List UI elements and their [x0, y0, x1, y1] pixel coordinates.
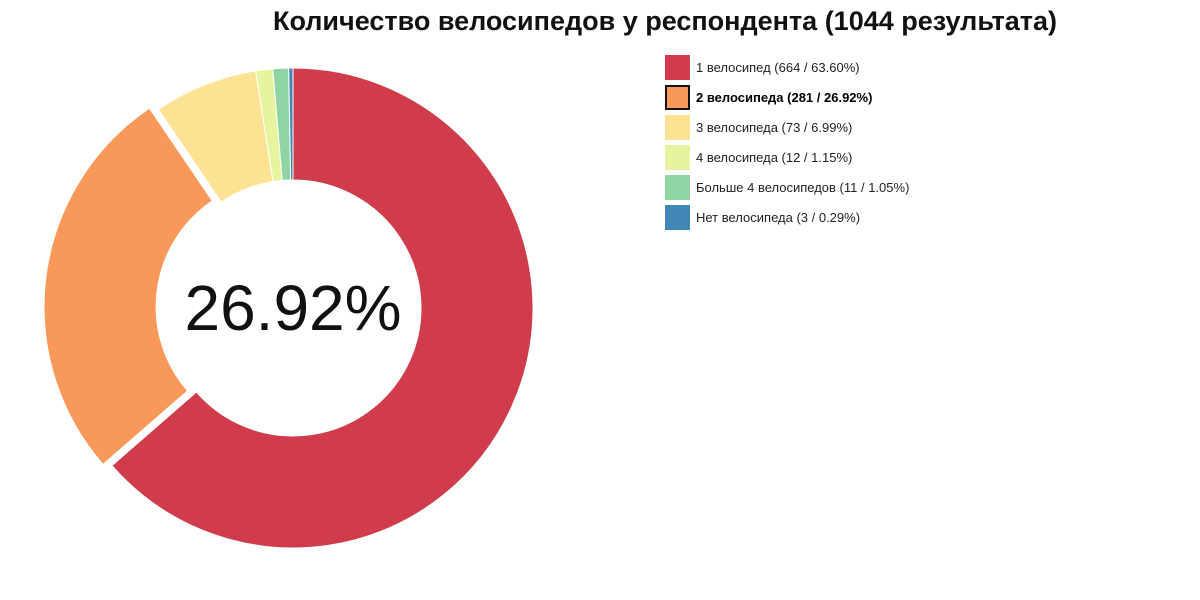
donut-slice-1[interactable]	[111, 67, 534, 549]
legend-label: Нет велосипеда (3 / 0.29%)	[696, 209, 861, 225]
legend-item-2[interactable]: 2 велосипеда (281 / 26.92%)	[665, 82, 909, 112]
legend-label: 3 велосипеда (73 / 6.99%)	[696, 119, 853, 135]
legend-item-5[interactable]: Больше 4 велосипедов (11 / 1.05%)	[665, 172, 909, 202]
legend-item-6[interactable]: Нет велосипеда (3 / 0.29%)	[665, 202, 909, 232]
legend-swatch	[665, 204, 690, 230]
chart-title: Количество велосипедов у респондента (10…	[272, 6, 1058, 36]
legend-label: 2 велосипеда (281 / 26.92%)	[696, 89, 873, 105]
legend-swatch	[665, 84, 690, 110]
legend-swatch	[665, 114, 690, 140]
donut-slice-6[interactable]	[288, 67, 294, 181]
donut-slices	[43, 67, 534, 549]
legend-item-1[interactable]: 1 велосипед (664 / 63.60%)	[665, 52, 909, 82]
legend-swatch	[665, 144, 690, 170]
legend-swatch	[665, 54, 690, 80]
legend-label: 4 велосипеда (12 / 1.15%)	[696, 149, 853, 165]
legend-label: 1 велосипед (664 / 63.60%)	[696, 59, 860, 75]
legend-swatch	[665, 174, 690, 200]
legend-item-3[interactable]: 3 велосипеда (73 / 6.99%)	[665, 112, 909, 142]
center-percentage-label: 26.92%	[184, 272, 401, 344]
donut-slice-2[interactable]	[43, 107, 213, 466]
legend-label: Больше 4 велосипедов (11 / 1.05%)	[696, 179, 910, 195]
legend: 1 велосипед (664 / 63.60%) 2 велосипеда (…	[665, 52, 909, 232]
legend-item-4[interactable]: 4 велосипеда (12 / 1.15%)	[665, 142, 909, 172]
